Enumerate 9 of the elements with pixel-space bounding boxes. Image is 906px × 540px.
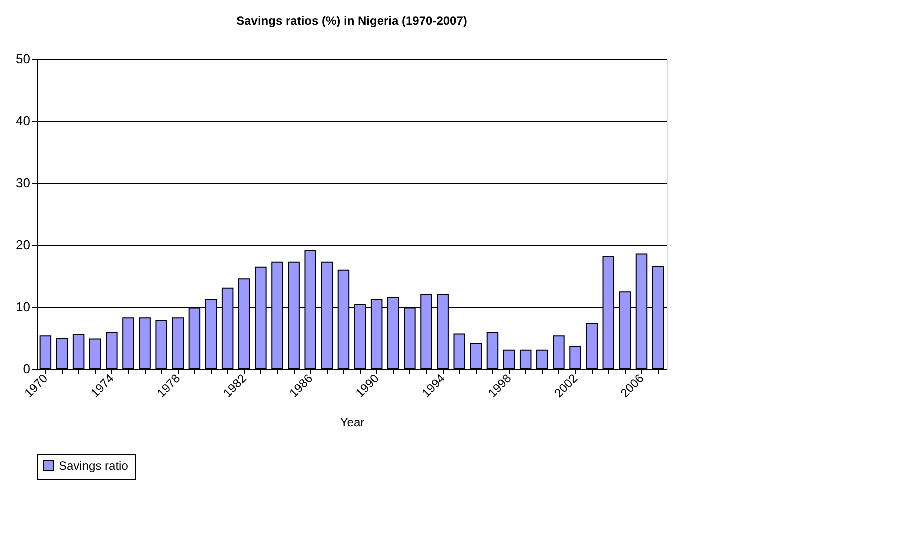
y-tick-label: 10 (16, 300, 30, 314)
x-axis-title: Year (340, 416, 365, 430)
y-tick-label: 40 (16, 114, 30, 128)
y-tick-label: 20 (16, 238, 30, 252)
chart-title: Savings ratios (%) in Nigeria (1970-2007) (236, 14, 468, 28)
y-tick-label: 50 (16, 52, 30, 66)
y-tick-label: 0 (23, 362, 30, 376)
y-tick-label: 30 (16, 176, 30, 190)
legend-label: Savings ratio (59, 459, 129, 473)
